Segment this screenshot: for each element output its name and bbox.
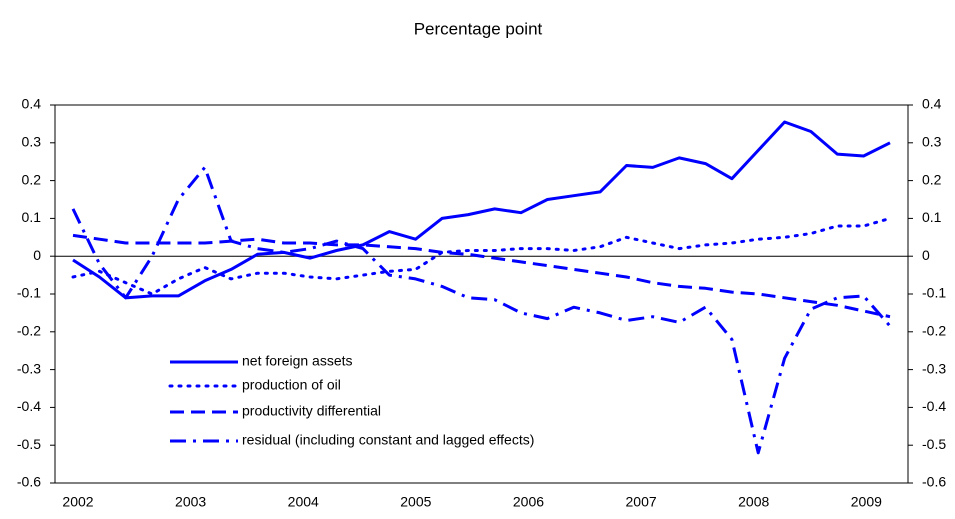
y-tick-label: -0.2 xyxy=(17,323,41,339)
series-line xyxy=(72,120,891,300)
x-tick-label: 2003 xyxy=(175,494,206,510)
y2-tick-label: -0.4 xyxy=(922,398,946,414)
series-line xyxy=(71,165,892,455)
y-tick-label: -0.5 xyxy=(17,436,41,452)
y2-tick-label: 0 xyxy=(922,247,930,263)
y-tick-label: 0 xyxy=(33,247,41,263)
x-tick-label: 2005 xyxy=(400,494,431,510)
legend-label: production of oil xyxy=(242,377,341,393)
x-tick-label: 2004 xyxy=(288,494,319,510)
y-tick-label: -0.3 xyxy=(17,360,41,376)
legend-label: net foreign assets xyxy=(242,353,353,369)
y-tick-label: 0.4 xyxy=(22,96,42,112)
y2-tick-label: 0.2 xyxy=(922,171,942,187)
y2-tick-label: -0.1 xyxy=(922,285,946,301)
y-tick-label: -0.4 xyxy=(17,398,41,414)
x-tick-label: 2006 xyxy=(513,494,544,510)
y2-tick-label: 0.4 xyxy=(922,96,942,112)
x-tick-label: 2002 xyxy=(62,494,93,510)
x-tick-label: 2009 xyxy=(851,494,882,510)
series-line xyxy=(72,233,891,319)
legend-label: residual (including constant and lagged … xyxy=(242,432,534,448)
y2-tick-label: -0.6 xyxy=(922,474,946,490)
y-tick-label: -0.6 xyxy=(17,474,41,490)
y2-tick-label: 0.1 xyxy=(922,209,942,225)
x-tick-label: 2008 xyxy=(738,494,769,510)
y2-tick-label: 0.3 xyxy=(922,134,942,150)
y2-tick-label: -0.5 xyxy=(922,436,946,452)
y-tick-label: 0.3 xyxy=(22,134,42,150)
y-tick-label: 0.2 xyxy=(22,171,42,187)
y2-tick-label: -0.3 xyxy=(922,360,946,376)
series-line xyxy=(71,216,892,296)
legend-label: productivity differential xyxy=(242,403,381,419)
y-tick-label: -0.1 xyxy=(17,285,41,301)
y-tick-label: 0.1 xyxy=(22,209,42,225)
x-tick-label: 2007 xyxy=(626,494,657,510)
chart-title: Percentage point xyxy=(414,19,543,38)
y2-tick-label: -0.2 xyxy=(922,323,946,339)
